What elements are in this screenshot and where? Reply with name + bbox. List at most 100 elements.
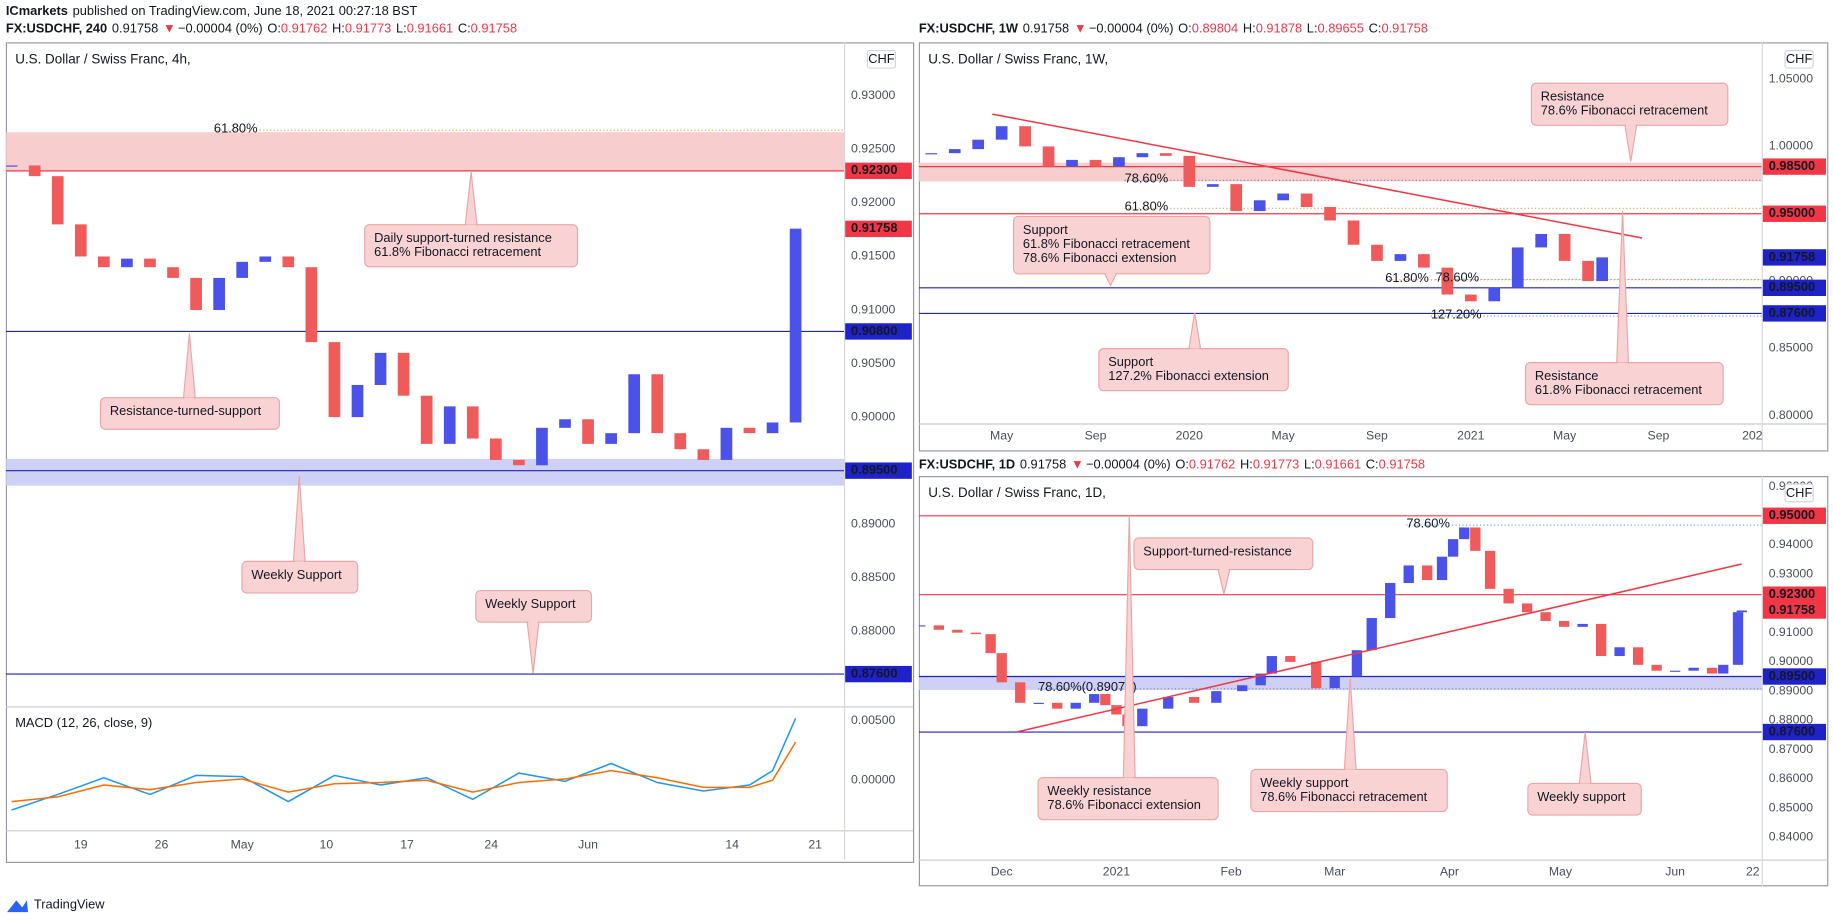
candle — [1577, 623, 1588, 627]
callout-text: Resistance — [1535, 368, 1599, 383]
callout-text: Support-turned-resistance — [1143, 543, 1292, 558]
candle — [628, 374, 641, 434]
ohlc-value: 0.91758 — [471, 21, 517, 36]
price-badge-label: 0.89500 — [851, 462, 897, 477]
candle — [1540, 612, 1551, 621]
candle — [190, 277, 202, 311]
candle — [1484, 550, 1496, 589]
candle — [1230, 184, 1243, 212]
change: −0.00004 (0%) — [1089, 21, 1174, 36]
ohlc-label: H: — [332, 21, 345, 36]
candle — [1595, 623, 1607, 657]
ohlc-label: L: — [1304, 457, 1315, 472]
ohlc-label: C: — [1366, 457, 1379, 472]
panel-title: U.S. Dollar / Swiss Franc, 1D, — [928, 485, 1106, 500]
panel-frame — [5, 42, 915, 863]
y-tick-label: 0.00500 — [851, 713, 896, 727]
fib-label: 78.60% — [1125, 171, 1169, 186]
y-tick-label: 0.88500 — [851, 570, 896, 584]
y-tick-label: 0.89000 — [851, 516, 896, 530]
callout-seam — [1190, 348, 1200, 351]
price-badge-label: 0.98500 — [1769, 158, 1815, 173]
price-badge — [1762, 586, 1826, 603]
candle — [1042, 146, 1055, 167]
candle — [259, 256, 272, 262]
callout-seam — [1219, 568, 1229, 571]
candle — [1300, 193, 1313, 208]
price-badge-label: 0.92300 — [851, 162, 897, 177]
candle — [789, 228, 802, 423]
candle — [1441, 267, 1454, 295]
candle — [674, 433, 687, 450]
ohlc-value: 0.91762 — [281, 21, 327, 36]
callout-seam — [1105, 272, 1116, 275]
candle — [1070, 702, 1081, 709]
panel-title: U.S. Dollar / Swiss Franc, 1W, — [928, 51, 1108, 66]
ohlc-label: H: — [1240, 457, 1253, 472]
plot-area — [5, 129, 845, 675]
callout-text: 78.6% Fibonacci retracement — [1541, 103, 1708, 118]
x-tick-label: Feb — [1221, 865, 1242, 879]
candle — [305, 267, 318, 343]
candle — [489, 438, 502, 460]
candle — [1089, 694, 1100, 703]
x-tick-label: May — [231, 838, 255, 852]
y-tick-label: 0.84000 — [1769, 829, 1814, 843]
symbol-line: FX:USDCHF, 240 0.91758 ▼ −0.00004 (0%) O:0.9… — [6, 21, 517, 36]
candle — [985, 634, 996, 654]
macd-line — [11, 741, 797, 803]
price-badge-label: 0.91758 — [1769, 602, 1815, 617]
candle — [1066, 159, 1078, 167]
candle — [1503, 588, 1514, 604]
y-tick-label: 0.88000 — [1769, 713, 1814, 727]
publish-line: ICmarkets published on TradingView.com, J… — [6, 3, 418, 18]
candle — [1651, 664, 1662, 671]
candle — [1706, 667, 1718, 674]
candle — [559, 419, 571, 428]
y-tick-label: 0.91000 — [851, 302, 896, 316]
price-badge — [845, 462, 912, 479]
last-price: 0.91758 — [112, 21, 158, 36]
candle — [1464, 294, 1477, 302]
candle — [420, 395, 433, 444]
candle — [1266, 656, 1277, 674]
y-tick-label: 0.90500 — [851, 356, 896, 370]
candle — [1459, 527, 1470, 540]
candle — [1394, 254, 1407, 261]
callout-text: Weekly Support — [485, 596, 576, 611]
candle — [697, 449, 710, 460]
x-tick-label: 2020 — [1176, 429, 1203, 443]
candle — [513, 459, 525, 466]
macd-title: MACD (12, 26, close, 9) — [15, 715, 152, 730]
callout-text: 78.6% Fibonacci retracement — [1260, 789, 1427, 804]
footer-brand: TradingView — [34, 896, 105, 911]
callout-seam — [1626, 124, 1636, 127]
candle — [1558, 233, 1571, 261]
x-tick-label: May — [990, 429, 1014, 443]
x-tick-label: May — [1549, 865, 1573, 879]
candle — [1253, 200, 1266, 212]
callout-text: Weekly support — [1260, 775, 1349, 790]
candle — [1089, 159, 1102, 167]
callout-text: 61.8% Fibonacci retracement — [1023, 236, 1190, 251]
candle — [918, 625, 926, 627]
candle — [1052, 702, 1063, 709]
candle — [1669, 670, 1681, 672]
ohlc-value: 0.91773 — [1253, 457, 1299, 472]
x-tick-label: Jun — [578, 838, 598, 852]
y-tick-label: 0.87000 — [1769, 742, 1814, 756]
ohlc-value: 0.91773 — [345, 21, 391, 36]
candle — [1371, 244, 1383, 261]
ohlc-value: 0.91762 — [1189, 457, 1235, 472]
price-badge-label: 0.91758 — [1769, 249, 1815, 264]
candle — [374, 352, 387, 385]
x-tick-label: Mar — [1324, 865, 1345, 879]
ohlc-label: O: — [1175, 457, 1189, 472]
candle — [167, 267, 179, 278]
candle — [351, 384, 364, 418]
candle — [1351, 650, 1363, 677]
candle — [1206, 184, 1219, 187]
x-tick-label: Sep — [1085, 429, 1107, 443]
